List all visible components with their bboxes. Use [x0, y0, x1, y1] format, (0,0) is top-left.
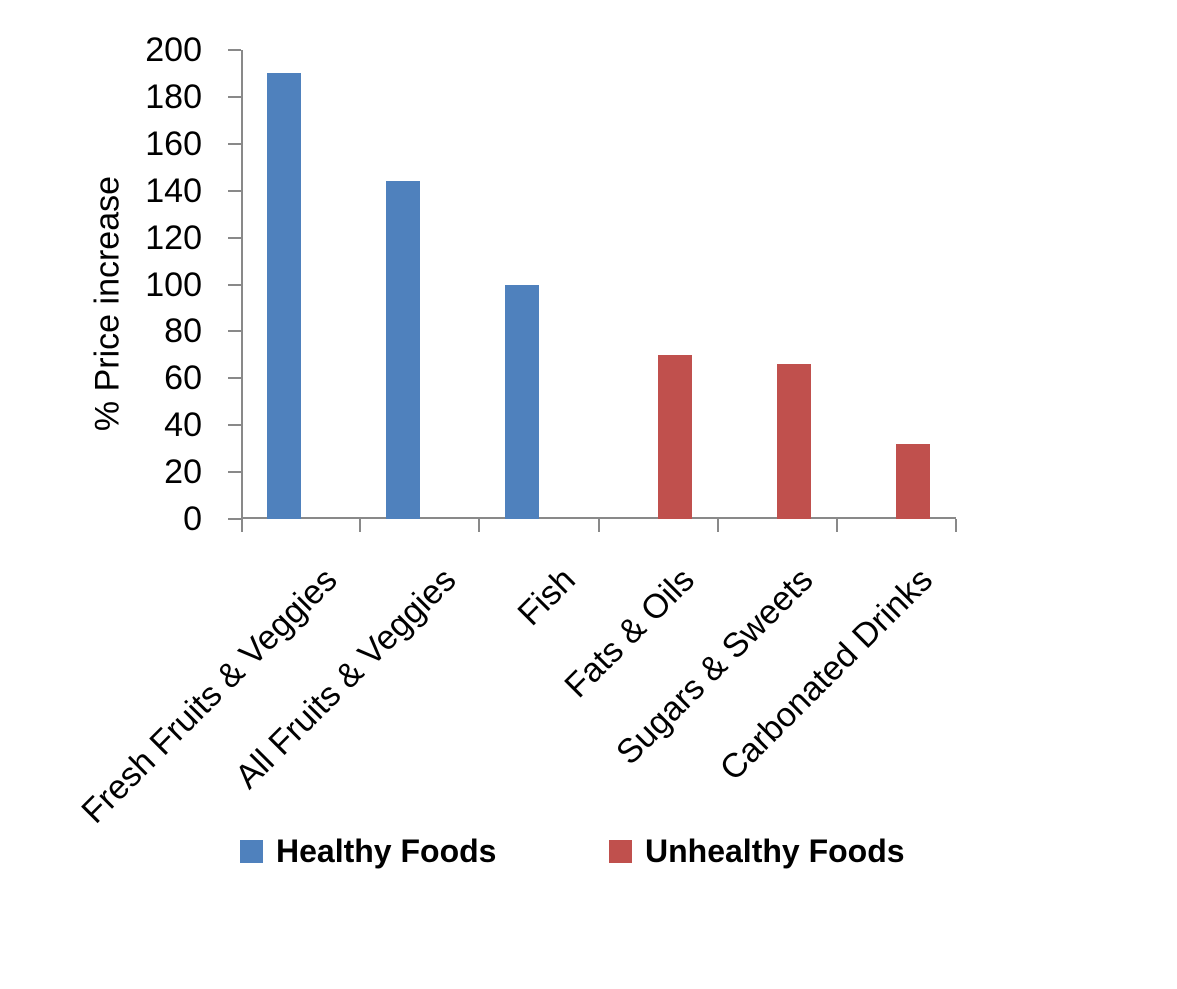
y-tick-label: 180 — [145, 77, 202, 116]
y-tick-mark — [228, 236, 241, 239]
bar-fish — [504, 284, 539, 519]
x-tick-mark — [478, 519, 481, 532]
y-tick-label: 0 — [183, 500, 202, 538]
bar-fats-oils — [658, 354, 693, 519]
x-tick-mark — [716, 519, 719, 532]
bar-sugars-sweets — [777, 364, 812, 519]
plot-area — [241, 50, 956, 519]
y-tick-label: 40 — [164, 406, 202, 445]
y-tick-mark — [228, 49, 241, 51]
bar-all-fruits-veggies — [385, 181, 420, 519]
legend-label-healthy-foods: Healthy Foods — [276, 832, 497, 869]
y-tick-label: 80 — [164, 312, 202, 351]
x-tick-mark — [241, 519, 243, 532]
legend: Healthy Foods Unhealthy Foods — [0, 832, 1177, 869]
x-tick-mark — [359, 519, 362, 532]
y-tick-mark — [228, 424, 241, 427]
x-tick-mark — [955, 519, 957, 532]
y-tick-label: 200 — [145, 31, 202, 69]
y-tick-label: 120 — [145, 218, 202, 257]
y-tick-mark — [228, 189, 241, 192]
legend-item-healthy-foods: Healthy Foods — [240, 832, 497, 869]
x-tick-label-all-fruits-veggies: All Fruits & Veggies — [228, 560, 464, 797]
x-tick-label-carbonated-drinks: Carbonated Drinks — [712, 560, 940, 789]
y-tick-label: 60 — [164, 359, 202, 398]
legend-item-unhealthy-foods: Unhealthy Foods — [609, 832, 905, 869]
x-tick-mark — [597, 519, 600, 532]
y-tick-mark — [228, 95, 241, 98]
y-tick-mark — [228, 283, 241, 286]
x-tick-label-fish: Fish — [510, 560, 583, 633]
y-tick-mark — [228, 377, 241, 380]
y-tick-mark — [228, 518, 241, 520]
y-tick-label: 140 — [145, 171, 202, 210]
legend-swatch-unhealthy-foods-icon — [609, 839, 632, 863]
bar-fresh-fruits-veggies — [266, 73, 301, 519]
bar-carbonated-drinks — [896, 443, 931, 519]
x-tick-mark — [835, 519, 838, 532]
legend-label-unhealthy-foods: Unhealthy Foods — [645, 832, 905, 869]
legend-swatch-healthy-foods-icon — [240, 839, 263, 863]
y-tick-label: 20 — [164, 453, 202, 492]
y-tick-mark — [228, 142, 241, 145]
y-tick-label: 160 — [145, 124, 202, 163]
y-tick-mark — [228, 330, 241, 333]
y-tick-label: 100 — [145, 265, 202, 304]
y-tick-mark — [228, 471, 241, 474]
